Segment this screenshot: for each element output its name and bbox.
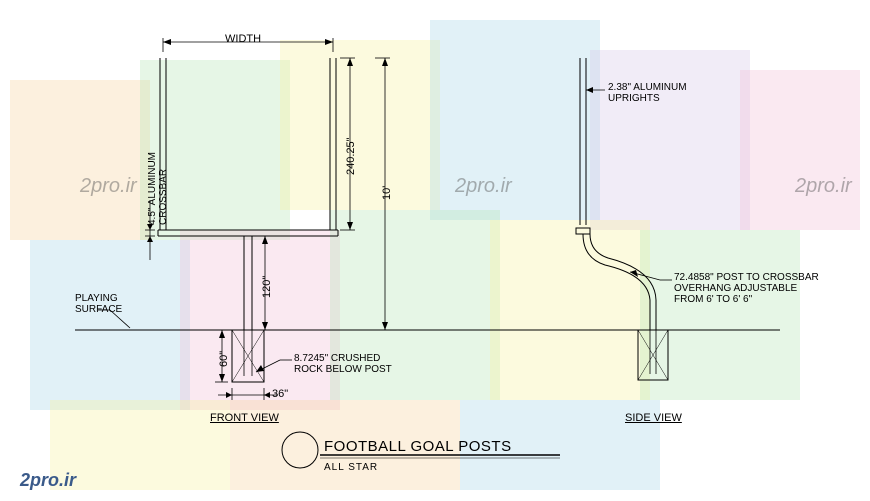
side-view-label: SIDE VIEW: [625, 412, 682, 424]
overhang-label: 72.4858" POST TO CROSSBAR OVERHANG ADJUS…: [674, 272, 819, 305]
logo: 2pro.ir: [20, 470, 76, 491]
aluminum-uprights-label: 2.38" ALUMINUM UPRIGHTS: [608, 82, 687, 104]
upright-height-label: 240.25": [345, 137, 357, 175]
width-label: WIDTH: [225, 33, 261, 45]
footing-depth-label: 60": [218, 351, 230, 367]
crushed-rock-label: 8.7245" CRUSHED ROCK BELOW POST: [294, 353, 392, 375]
playing-surface-label: PLAYING SURFACE: [75, 293, 122, 315]
technical-drawing: WIDTH 240.25" 10' 4.5" ALUMINUM CROSSBAR…: [0, 0, 870, 501]
footing-width-label: 36": [272, 388, 288, 400]
drawing-subtitle: ALL STAR: [324, 462, 378, 473]
total-height-label: 10': [381, 186, 393, 200]
crossbar-label: 4.5" ALUMINUM CROSSBAR: [147, 152, 169, 225]
front-view-label: FRONT VIEW: [210, 412, 279, 424]
drawing-title: FOOTBALL GOAL POSTS: [324, 438, 512, 455]
drawing-svg: [0, 0, 870, 501]
post-height-label: 120": [261, 276, 273, 298]
